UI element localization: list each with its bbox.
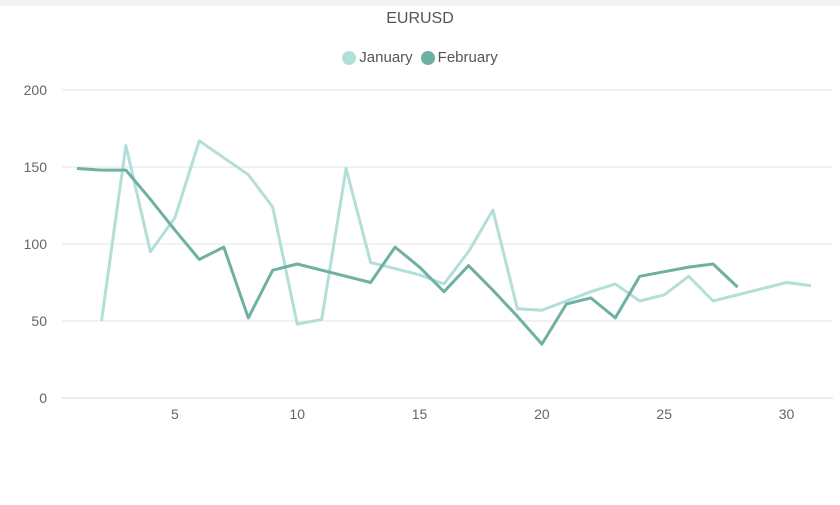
y-axis: 0 50 100 150 200 [24,82,48,406]
x-tick-label-5: 5 [171,406,179,422]
y-tick-label-150: 150 [24,159,48,175]
legend: January February [0,49,840,66]
chart-title: EURUSD [386,10,454,27]
legend-label-february: February [437,49,498,66]
x-tick-label-30: 30 [779,406,795,422]
series-line-january[interactable] [100,139,812,326]
legend-item-january[interactable]: January [342,49,413,66]
y-tick-label-50: 50 [31,313,47,329]
x-tick-label-15: 15 [412,406,428,422]
x-axis: 5 10 15 20 25 30 [171,406,795,422]
y-tick-label-0: 0 [39,390,47,406]
y-tick-label-100: 100 [24,236,48,252]
x-tick-label-25: 25 [656,406,672,422]
x-tick-label-10: 10 [289,406,305,422]
y-tick-label-200: 200 [24,82,48,98]
series-lines [76,139,812,346]
top-bar [0,0,840,6]
legend-dot-january [342,50,357,65]
x-tick-label-20: 20 [534,406,550,422]
legend-item-february[interactable]: February [420,49,498,66]
legend-dot-february [420,50,435,65]
legend-label-january: January [359,49,413,66]
gridlines [62,89,833,399]
series-line-february[interactable] [76,167,739,346]
